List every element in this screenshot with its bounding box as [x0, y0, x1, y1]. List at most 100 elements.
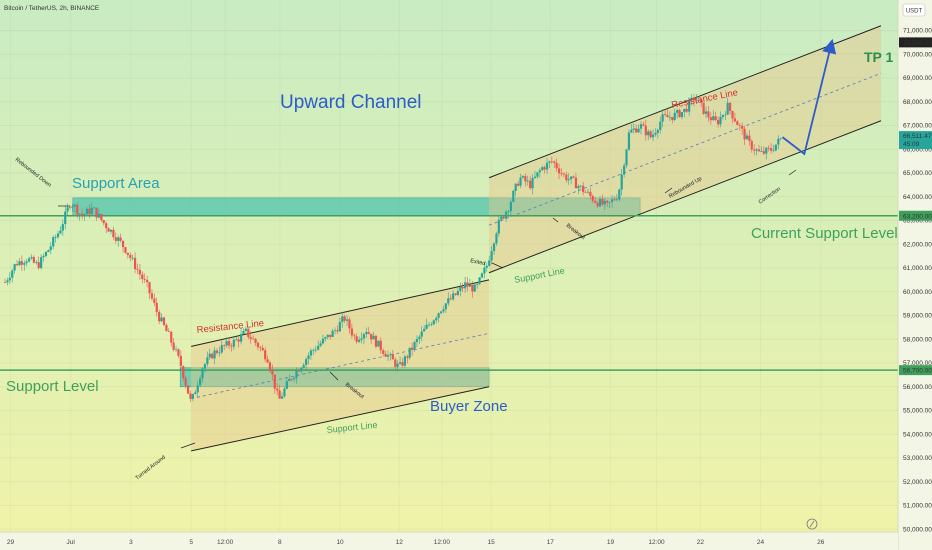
- candle-body: [495, 233, 498, 244]
- candle-body: [49, 246, 52, 251]
- candle-body: [608, 202, 611, 203]
- candle-body: [502, 216, 505, 219]
- candle-body: [596, 202, 599, 207]
- candle-body: [343, 316, 346, 321]
- callout-arrow: [329, 371, 339, 381]
- candle-body: [769, 148, 773, 151]
- candle-body: [519, 177, 522, 186]
- candle-body: [625, 149, 628, 166]
- candle-body: [466, 282, 469, 287]
- price-axis[interactable]: 50,000.00 51,000.00 52,000.00 53,000.00 54,0…: [897, 0, 932, 550]
- replay-icon[interactable]: [806, 518, 818, 530]
- candle-body: [259, 347, 262, 348]
- candle-body: [483, 267, 486, 274]
- candle-body: [750, 140, 753, 150]
- candle-body: [249, 337, 252, 339]
- candle-body: [360, 338, 363, 340]
- candle-body: [386, 355, 390, 357]
- callout-arrow: [180, 442, 196, 449]
- candle-body: [582, 185, 585, 192]
- price-tick-label: 62,000.00: [903, 241, 932, 248]
- time-tick-label: 12: [396, 539, 404, 546]
- candle-body: [254, 338, 257, 343]
- currency-box[interactable]: [902, 3, 926, 17]
- candle-body: [543, 167, 546, 170]
- candle-body: [235, 339, 238, 341]
- candle-body: [271, 370, 274, 375]
- candle-body: [712, 116, 715, 121]
- candle-body: [208, 353, 211, 358]
- candle-body: [232, 339, 235, 347]
- candle-body: [772, 150, 775, 152]
- candle-body: [172, 342, 175, 350]
- candle-body: [150, 293, 154, 299]
- candle-body: [572, 176, 575, 178]
- candle-body: [514, 183, 517, 191]
- grid: [0, 0, 898, 532]
- candle-body: [80, 213, 84, 216]
- candle-body: [642, 124, 645, 126]
- candle-body: [283, 388, 286, 397]
- candle-body: [394, 359, 397, 367]
- candle-body: [184, 378, 187, 386]
- candle-body: [68, 207, 72, 208]
- candle-body: [389, 354, 392, 356]
- candle-body: [174, 349, 178, 351]
- candle-body: [372, 335, 375, 340]
- candle-body: [32, 257, 36, 263]
- candle-body: [326, 334, 329, 338]
- price-tick-label: 59,000.00: [903, 313, 932, 320]
- candle-body: [290, 378, 293, 380]
- candle-body: [148, 282, 151, 294]
- candle-body: [95, 207, 98, 218]
- candle-body: [663, 114, 667, 116]
- candle-body: [138, 269, 142, 275]
- candle-body: [435, 317, 438, 321]
- time-tick-label: 12:00: [434, 539, 451, 546]
- candle-body: [418, 336, 421, 339]
- callout-arrow: [552, 217, 559, 223]
- candle-body: [52, 237, 55, 247]
- candle-body: [594, 200, 597, 203]
- candle-body: [695, 99, 698, 101]
- candle-body: [548, 161, 551, 163]
- candle-body: [71, 206, 74, 208]
- upward-channel-title: Upward Channel: [280, 92, 422, 113]
- candle-body: [292, 377, 296, 380]
- candle-body: [136, 269, 139, 270]
- candle-body: [220, 345, 223, 353]
- candle-body: [100, 213, 103, 221]
- current-price-countdown: 45:09: [903, 141, 920, 148]
- candle-body: [415, 338, 419, 343]
- candle-body: [261, 347, 264, 351]
- candle-body: [437, 313, 440, 318]
- candle-body: [218, 352, 221, 354]
- candle-body: [44, 251, 48, 257]
- candle-body: [555, 162, 558, 169]
- time-axis[interactable]: 29 Jul 3 5 12:00 8 10 12 12:00 15 17 19 12:00 22 24 26: [0, 531, 898, 550]
- candle-body: [201, 368, 204, 379]
- candle-body: [179, 355, 182, 367]
- candle-body: [651, 134, 655, 138]
- candle-body: [355, 336, 358, 342]
- candle-body: [129, 254, 132, 258]
- candle-body: [66, 207, 69, 212]
- candle-body: [247, 328, 250, 338]
- candle-body: [765, 147, 768, 154]
- candle-body: [362, 334, 366, 339]
- candle-body: [117, 237, 120, 241]
- candle-body: [591, 195, 594, 201]
- candle-body: [536, 172, 539, 177]
- candle-body: [615, 199, 618, 201]
- candle-body: [560, 173, 563, 174]
- candle-body: [673, 112, 676, 120]
- current-support-level-label: Current Support Level: [751, 225, 898, 242]
- candle-body: [90, 207, 93, 214]
- candle-body: [461, 287, 464, 289]
- candle-body: [213, 350, 216, 359]
- candle-body: [227, 341, 231, 346]
- candle-body: [654, 133, 657, 135]
- candle-body: [449, 298, 452, 300]
- candle-body: [726, 102, 729, 115]
